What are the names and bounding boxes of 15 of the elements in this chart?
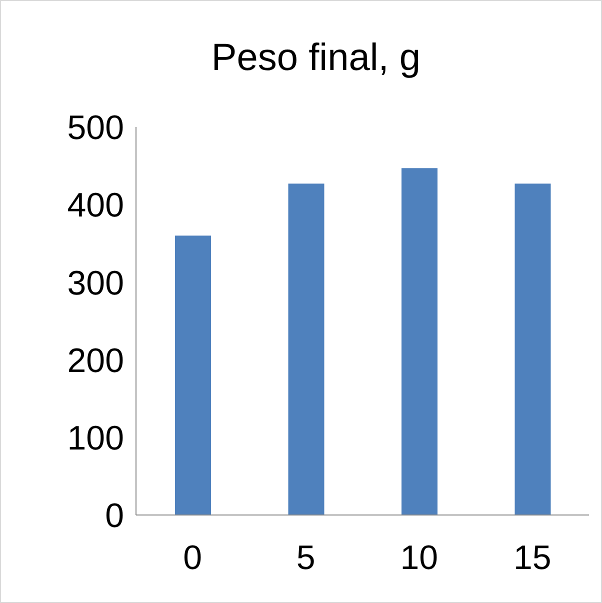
y-tick-label: 0 — [105, 497, 124, 536]
bar — [288, 184, 324, 515]
x-tick-label: 15 — [513, 539, 552, 578]
bar — [402, 168, 438, 515]
y-tick-label: 100 — [67, 419, 124, 458]
y-tick-label: 400 — [67, 186, 124, 225]
x-tick-label: 5 — [296, 539, 316, 578]
x-tick-label: 0 — [183, 539, 202, 578]
y-tick-label: 500 — [67, 109, 124, 148]
y-tick-label: 300 — [67, 264, 124, 302]
y-tick-label: 200 — [67, 342, 124, 380]
bar — [175, 236, 211, 515]
bar — [514, 184, 551, 515]
chart-title: Peso final, g — [210, 37, 422, 80]
x-tick-label: 10 — [400, 539, 438, 578]
